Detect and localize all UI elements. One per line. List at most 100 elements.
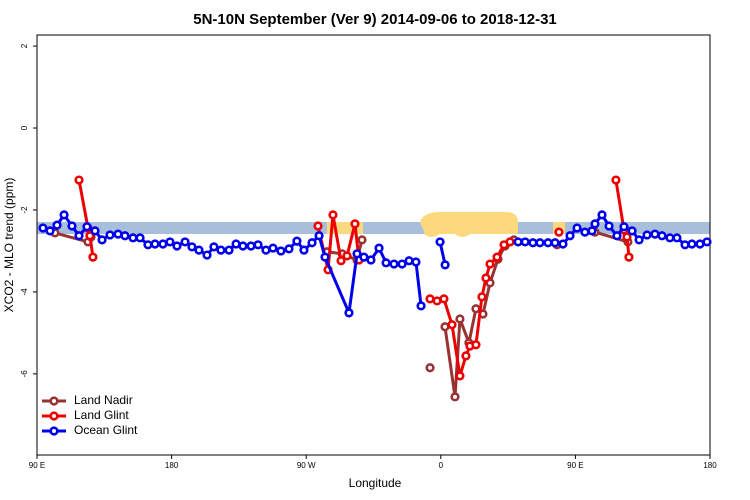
data-point [411,257,421,267]
data-point [455,371,465,381]
x-tick-label: 180 [703,461,717,470]
x-tick-label: 90 E [29,461,45,470]
data-point [650,229,660,239]
data-point [665,233,675,243]
data-point [276,246,286,256]
data-point [397,259,407,269]
data-point [439,294,449,304]
data-point [113,229,123,239]
data-point [357,235,367,245]
y-axis-label: XCO2 - MLO trend (ppm) [2,178,16,313]
data-point [505,237,515,247]
data-point [550,238,560,248]
data-point [440,260,450,270]
data-point [209,242,219,252]
legend-marker [49,411,59,421]
data-point [520,237,530,247]
data-point [268,243,278,253]
data-point [143,240,153,250]
data-point [74,231,84,241]
data-point [187,242,197,252]
data-point [246,241,256,251]
data-point [85,231,95,241]
x-tick-label: 90 E [567,461,583,470]
data-point [554,227,564,237]
chart-title: 5N-10N September (Ver 9) 2014-09-06 to 2… [193,11,557,28]
data-point [481,273,491,283]
legend-label: Land Glint [74,408,129,422]
y-tick-label: -2 [20,206,29,214]
legend-label: Ocean Glint [74,423,138,437]
data-point [135,233,145,243]
y-tick-label: -4 [20,288,29,296]
ocean-band [37,222,710,234]
data-point [238,241,248,251]
data-point [105,230,115,240]
data-point [485,259,495,269]
data-point [90,226,100,236]
data-point [657,231,667,241]
y-tick-label: -6 [20,370,29,378]
data-point [619,222,629,232]
data-point [320,252,330,262]
data-point [253,240,263,250]
data-point [261,245,271,255]
data-point [471,304,481,314]
data-point [680,240,690,250]
legend-marker [49,396,59,406]
data-point [477,292,487,302]
data-point [590,219,600,229]
data-point [67,221,77,231]
data-point [194,245,204,255]
data-point [352,249,362,259]
legend-label: Land Nadir [74,393,133,407]
data-point [597,210,607,220]
data-point [59,210,69,220]
data-point [558,239,568,249]
data-point [38,223,48,233]
data-point [350,219,360,229]
y-tick-label: 2 [20,43,29,48]
data-point [172,241,182,251]
x-tick-label: 90 W [297,461,316,470]
data-point [120,231,130,241]
data-point [381,258,391,268]
data-point [344,308,354,318]
data-point [150,239,160,249]
data-point [366,255,376,265]
data-point [580,227,590,237]
data-point [284,244,294,254]
y-tick-label: 0 [20,125,29,130]
data-point [612,231,622,241]
data-point [425,363,435,373]
data-point [440,322,450,332]
data-point [328,210,338,220]
data-point [611,175,621,185]
x-tick-label: 180 [165,461,179,470]
data-point [307,238,317,248]
legend-marker [49,426,59,436]
data-point [572,223,582,233]
data-point [492,252,502,262]
data-point [425,294,435,304]
data-point [342,251,352,261]
data-point [455,314,465,324]
data-point [416,301,426,311]
data-point [165,237,175,247]
data-point [292,236,302,246]
data-point [180,237,190,247]
data-point [202,250,212,260]
data-point [627,226,637,236]
data-point [513,237,523,247]
data-point [389,259,399,269]
data-point [404,256,414,266]
data-point [565,231,575,241]
data-point [471,340,481,350]
data-point [543,238,553,248]
data-point [359,252,369,262]
data-point [450,392,460,402]
data-point [528,238,538,248]
data-point [52,220,62,230]
data-point [97,235,107,245]
